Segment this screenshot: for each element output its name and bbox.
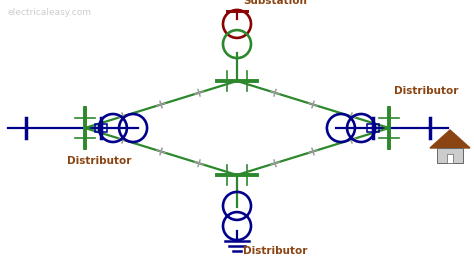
Text: Distributor: Distributor [243,246,307,256]
Polygon shape [430,130,470,148]
Text: Distributor: Distributor [67,156,131,166]
Bar [447,154,453,163]
Bar [95,124,107,132]
Bar [367,124,379,132]
Text: Distributor: Distributor [394,86,458,96]
Text: Substation: Substation [243,0,307,6]
Text: electricaleasy.com: electricaleasy.com [8,8,92,17]
Bar [437,148,463,163]
